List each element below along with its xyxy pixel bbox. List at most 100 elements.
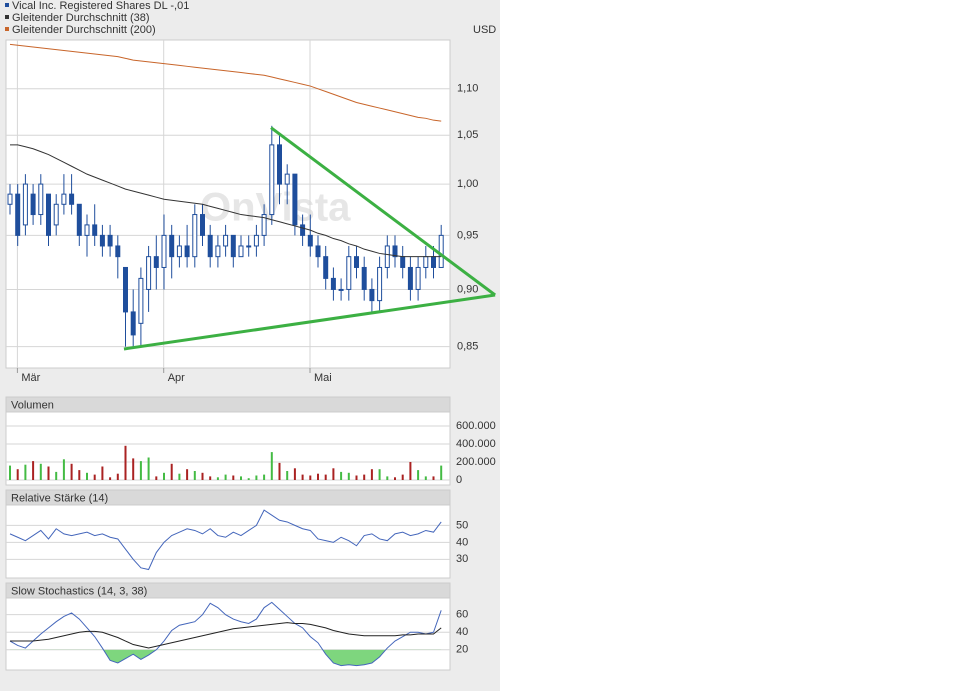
candle-body	[400, 256, 406, 268]
y-tick-label: 0	[456, 474, 462, 486]
legend-swatch	[5, 3, 9, 7]
volume-bar	[70, 463, 73, 480]
volume-bar	[340, 471, 343, 480]
trendline	[270, 126, 496, 297]
volume-bar	[278, 462, 281, 480]
volume-bar	[240, 476, 242, 480]
candle-body	[238, 245, 244, 258]
legend-swatch	[5, 15, 9, 19]
volume-bar	[247, 478, 250, 480]
volume-bar	[39, 463, 42, 480]
y-tick-label: 1,00	[457, 178, 478, 190]
volume-bar	[224, 474, 227, 480]
volume-bar	[363, 474, 366, 480]
volume-bar	[332, 468, 335, 480]
candle-body	[207, 234, 213, 258]
indicator-line	[9, 601, 442, 667]
volume-bar	[301, 474, 304, 480]
volume-bar	[309, 475, 312, 480]
candle-body	[330, 277, 336, 290]
candle-body	[346, 256, 352, 290]
volume-bar	[270, 452, 273, 480]
candle-body	[423, 256, 429, 268]
candle-body	[300, 224, 306, 236]
candle-body	[215, 245, 221, 258]
candle-body	[7, 193, 13, 205]
volume-bar	[62, 459, 65, 480]
candle-body	[415, 266, 421, 290]
panel-header	[5, 396, 451, 413]
candle-body	[169, 234, 175, 258]
candle-body	[277, 144, 282, 185]
candle-body	[392, 245, 398, 258]
candle-body	[46, 193, 51, 236]
legend-label: Gleitender Durchschnitt (38)	[12, 12, 150, 24]
volume-bar	[209, 476, 212, 480]
panel-title: Relative Stärke (14)	[11, 492, 108, 504]
candle-body	[99, 234, 105, 247]
candle-body	[307, 234, 313, 247]
volume-bar	[386, 476, 389, 480]
y-tick-label: 1,10	[457, 83, 478, 95]
unit-label: USD	[473, 24, 496, 36]
y-tick-label: 40	[456, 536, 468, 548]
volume-bar	[16, 469, 19, 480]
candle-body	[130, 311, 136, 336]
candle-body	[407, 266, 413, 290]
x-tick-label: Apr	[168, 372, 185, 384]
candle-body	[315, 245, 321, 258]
candle-body	[92, 224, 98, 236]
volume-bar	[263, 474, 266, 480]
candle-body	[223, 234, 229, 247]
volume-bar	[178, 473, 181, 480]
y-tick-label: 50	[456, 519, 468, 531]
candle-body	[361, 266, 367, 290]
volume-bar	[86, 472, 88, 480]
candle-body	[284, 173, 290, 185]
candle-body	[431, 256, 436, 268]
volume-bar	[163, 472, 165, 480]
volume-bar	[317, 473, 319, 480]
candle-body	[146, 256, 152, 290]
y-tick-label: 0,95	[457, 229, 478, 241]
volume-bar	[232, 475, 235, 480]
candle-body	[22, 183, 28, 226]
panel-title: Slow Stochastics (14, 3, 38)	[11, 585, 147, 597]
candle-body	[438, 234, 444, 268]
volume-bar	[55, 471, 58, 480]
volume-bar	[109, 477, 112, 480]
volume-bar	[409, 462, 412, 480]
legend-label: Vical Inc. Registered Shares DL -,01	[12, 0, 189, 12]
candle-body	[138, 277, 144, 324]
legend-swatch	[5, 27, 9, 31]
legend-label: Gleitender Durchschnitt (200)	[12, 24, 156, 36]
candle-body	[200, 214, 205, 236]
volume-bar	[394, 477, 396, 480]
y-tick-label: 1,05	[457, 129, 478, 141]
candle-body	[76, 203, 82, 236]
plot-area	[5, 504, 451, 579]
volume-bar	[255, 475, 258, 480]
candle-body	[261, 214, 267, 236]
watermark: OnVista	[200, 186, 351, 230]
volume-bar	[401, 474, 404, 480]
volume-bar	[32, 461, 35, 480]
volume-bar	[293, 468, 296, 480]
volume-bar	[186, 469, 189, 480]
candle-body	[161, 234, 167, 268]
y-tick-label: 20	[456, 644, 468, 656]
candle-body	[369, 288, 375, 302]
candle-body	[30, 193, 36, 216]
volume-bar	[417, 470, 420, 480]
candle-body	[38, 183, 44, 216]
candle-body	[354, 256, 359, 268]
panel-title: Volumen	[11, 399, 54, 411]
volume-bar	[9, 465, 11, 480]
y-tick-label: 40	[456, 626, 468, 638]
candle-body	[176, 245, 182, 258]
candle-body	[192, 214, 198, 258]
volume-bar	[424, 476, 427, 480]
candle-body	[15, 193, 21, 236]
